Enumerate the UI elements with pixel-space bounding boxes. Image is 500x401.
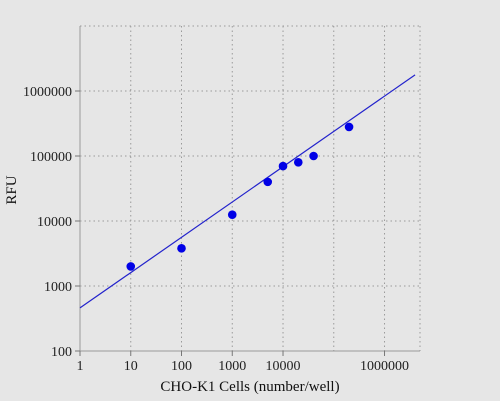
data-point xyxy=(344,122,354,132)
data-point xyxy=(309,151,318,161)
y-tick-label: 10000 xyxy=(37,215,72,230)
x-axis-label: CHO-K1 Cells (number/well) xyxy=(160,379,339,395)
data-point xyxy=(126,262,136,271)
x-ticks: 1 10 100 1000 10000 1000000 xyxy=(77,351,409,374)
y-tick-label: 1000000 xyxy=(23,85,72,100)
y-tick-label: 100 xyxy=(51,345,72,360)
data-point xyxy=(293,157,303,167)
x-tick-label: 10 xyxy=(124,359,138,374)
data-point xyxy=(227,210,237,220)
y-axis-label: RFU xyxy=(4,175,20,204)
plot-area xyxy=(80,26,420,351)
data-points xyxy=(126,122,354,271)
data-point xyxy=(278,161,288,171)
grid-lines xyxy=(80,25,421,351)
fit-line-group xyxy=(79,74,416,309)
regression-line xyxy=(79,74,416,309)
y-tick-label: 100000 xyxy=(30,150,72,165)
y-tick-label: 1000 xyxy=(44,280,72,295)
data-point xyxy=(177,244,186,253)
data-point xyxy=(263,177,273,187)
x-tick-label: 1000 xyxy=(218,359,246,374)
x-tick-label: 1 xyxy=(77,359,84,374)
y-ticks: 100 1000 10000 100000 1000000 xyxy=(23,85,80,360)
x-tick-label: 100 xyxy=(171,359,192,374)
x-tick-label: 10000 xyxy=(266,359,301,374)
x-tick-label: 1000000 xyxy=(360,359,409,374)
